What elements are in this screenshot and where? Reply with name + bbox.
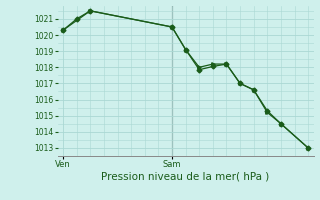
X-axis label: Pression niveau de la mer( hPa ): Pression niveau de la mer( hPa ) bbox=[101, 172, 270, 182]
